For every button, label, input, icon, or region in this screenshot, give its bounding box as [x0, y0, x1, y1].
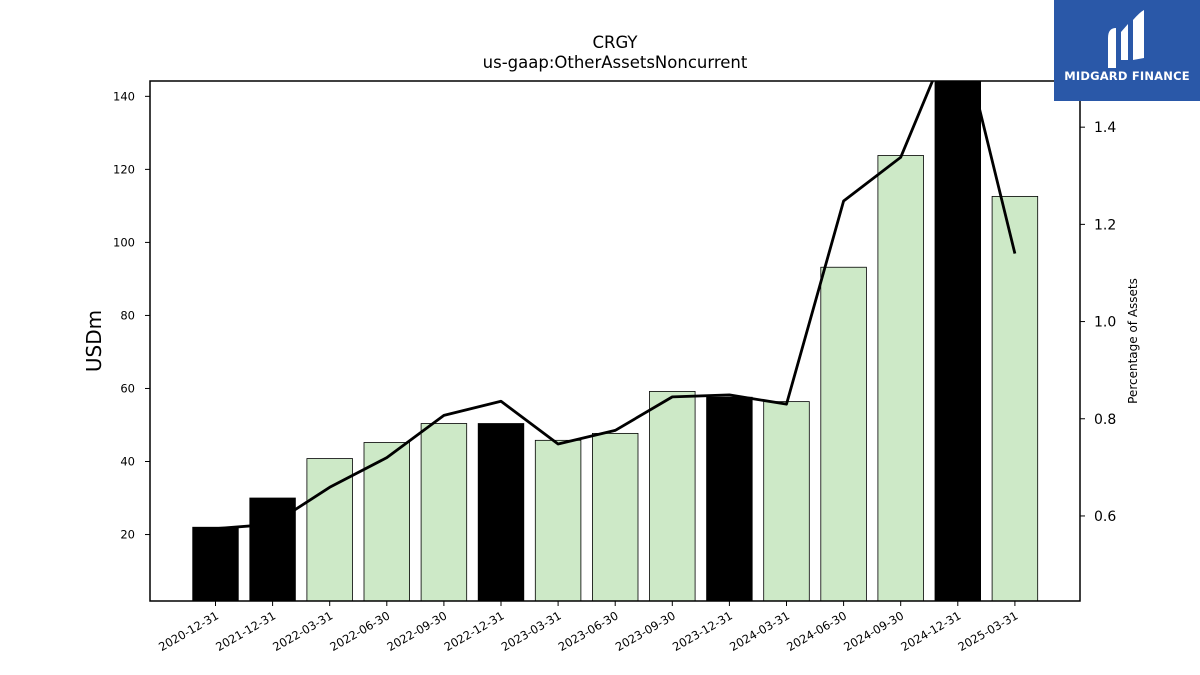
x-tick-label: 2023-03-31	[499, 608, 564, 654]
bar-2022-09-30	[420, 423, 468, 601]
x-tick-label: 2022-06-30	[327, 608, 392, 654]
bar-2024-03-31	[763, 401, 810, 601]
x-tick-label: 2022-09-30	[385, 608, 450, 654]
logo-mark-icon	[1108, 10, 1144, 68]
y-tick-label: 40	[120, 455, 135, 469]
bar-2025-03-31	[991, 195, 1039, 601]
y-tick-label: 80	[120, 308, 135, 322]
x-tick-label: 2022-12-31	[442, 608, 507, 654]
y-tick-label: 140	[113, 89, 135, 103]
y2-tick-label: 0.8	[1094, 412, 1116, 428]
logo-text: MIDGARD FINANCE	[1064, 69, 1190, 83]
y2-axis-label: Percentage of Assets	[1126, 278, 1140, 404]
plot-frame	[149, 80, 1081, 602]
bar-2022-12-31	[477, 423, 525, 601]
x-tick-label: 2025-03-31	[956, 608, 1021, 654]
midgard-finance-logo: MIDGARD FINANCE	[1054, 0, 1200, 101]
bar-2024-09-30	[877, 155, 924, 601]
x-tick-label: 2024-06-30	[784, 608, 849, 654]
y2-tick-label: 1.2	[1094, 217, 1116, 233]
y-tick-label: 60	[120, 381, 135, 395]
y-tick-label: 100	[113, 235, 135, 249]
y2-tick-label: 1.0	[1094, 315, 1116, 331]
bar-2022-03-31	[306, 458, 353, 601]
x-tick-label: 2023-06-30	[556, 608, 621, 654]
y2-tick-label: 1.4	[1094, 120, 1116, 136]
chart-subtitle: us-gaap:OtherAssetsNoncurrent	[483, 53, 748, 72]
x-tick-label: 2022-03-31	[270, 608, 335, 654]
y-tick-label: 20	[120, 528, 135, 542]
bar-2023-09-30	[649, 390, 696, 601]
bar-2020-12-31	[192, 526, 239, 601]
bar-2024-06-30	[820, 266, 867, 601]
bar-2023-06-30	[592, 432, 639, 601]
percentage-line	[215, 81, 1017, 530]
bar-2022-06-30	[363, 442, 410, 601]
chart-title: CRGY	[592, 33, 638, 52]
bar-2023-03-31	[534, 439, 582, 601]
x-tick-label: 2024-09-30	[841, 608, 906, 654]
x-tick-label: 2021-12-31	[213, 608, 278, 654]
y2-tick-label: 0.6	[1094, 509, 1116, 525]
x-tick-label: 2024-12-31	[898, 608, 963, 654]
x-tick-label: 2023-12-31	[670, 608, 735, 654]
x-tick-label: 2024-03-31	[727, 608, 792, 654]
y-tick-label: 120	[113, 162, 135, 176]
bar-2024-12-31	[934, 81, 981, 601]
bar-2023-12-31	[706, 396, 753, 601]
y-axis-label: USDm	[82, 310, 106, 372]
x-tick-label: 2020-12-31	[156, 608, 221, 654]
x-tick-label: 2023-09-30	[613, 608, 678, 654]
